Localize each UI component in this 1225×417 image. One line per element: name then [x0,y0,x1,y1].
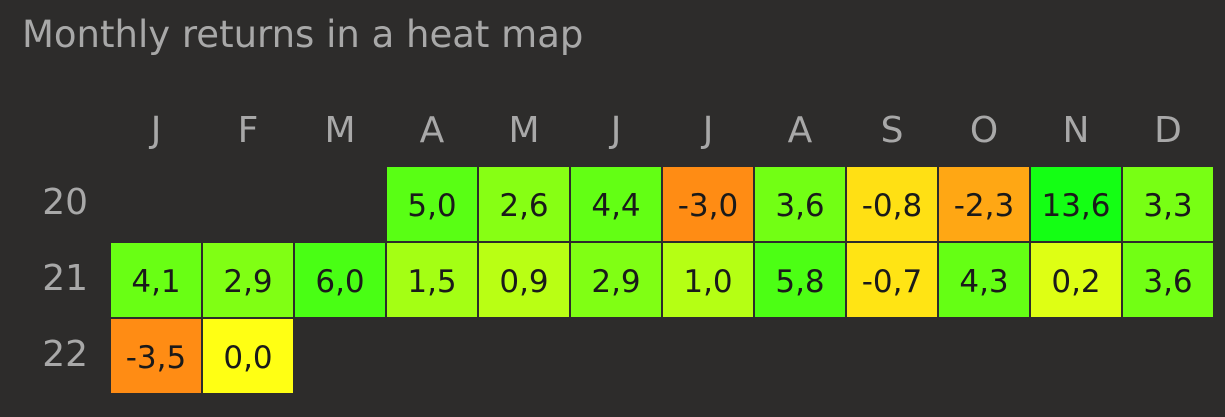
column-header: D [1154,110,1182,151]
cell-value-label: 2,9 [591,264,640,300]
column-header: A [788,110,813,151]
cell-value-label: -0,8 [862,188,923,224]
heatmap-cell [755,167,845,241]
heatmap-cell [1123,243,1213,317]
column-header: J [149,110,162,151]
cell-value-label: 0,2 [1051,264,1100,300]
heatmap-cell [479,167,569,241]
row-header: 21 [42,258,88,299]
heatmap-cell [847,167,937,241]
cell-value-label: 5,0 [407,188,456,224]
cell-value-label: 0,0 [223,340,272,376]
cell-value-label: 4,4 [591,188,640,224]
column-header: J [701,110,714,151]
cell-value-label: 13,6 [1041,188,1110,224]
heatmap-cell [111,243,201,317]
cell-value-label: -3,5 [126,340,187,376]
heatmap-cell [571,243,661,317]
cell-value-label: -0,7 [862,264,923,300]
cell-value-label: 5,8 [775,264,824,300]
heatmap-cell [111,319,201,393]
cell-value-label: -2,3 [954,188,1015,224]
column-header: O [970,110,998,151]
cell-value-label: 4,3 [959,264,1008,300]
cell-value-label: 2,9 [223,264,272,300]
cell-value-label: 3,6 [775,188,824,224]
column-header: A [420,110,445,151]
cell-value-label: 3,6 [1143,264,1192,300]
cell-value-label: 1,0 [683,264,732,300]
heatmap-cell [295,243,385,317]
cell-value-label: 1,5 [407,264,456,300]
heatmap-cell [1123,167,1213,241]
column-header: S [881,110,904,151]
column-header: F [238,110,259,151]
chart-title: Monthly returns in a heat map [22,13,584,56]
heatmap-cell [1031,167,1121,241]
cell-value-label: -3,0 [678,188,739,224]
heatmap-cell [939,167,1029,241]
heatmap-cell [203,319,293,393]
heatmap-cell [387,243,477,317]
heatmap-cell [663,243,753,317]
column-header: N [1063,110,1090,151]
heatmap-cell [203,243,293,317]
heatmap-cell [939,243,1029,317]
cell-value-label: 0,9 [499,264,548,300]
row-header: 22 [42,334,88,375]
heatmap-cell [571,167,661,241]
column-header: M [324,110,355,151]
heatmap-cell [663,167,753,241]
cell-value-label: 4,1 [131,264,180,300]
column-header: M [508,110,539,151]
cell-value-label: 2,6 [499,188,548,224]
cell-value-label: 3,3 [1143,188,1192,224]
heatmap-cell [1031,243,1121,317]
heatmap-cell [479,243,569,317]
heatmap-cell [387,167,477,241]
row-header: 20 [42,182,88,223]
heatmap-cell [755,243,845,317]
column-header: J [609,110,622,151]
cell-value-label: 6,0 [315,264,364,300]
heatmap-cell [847,243,937,317]
